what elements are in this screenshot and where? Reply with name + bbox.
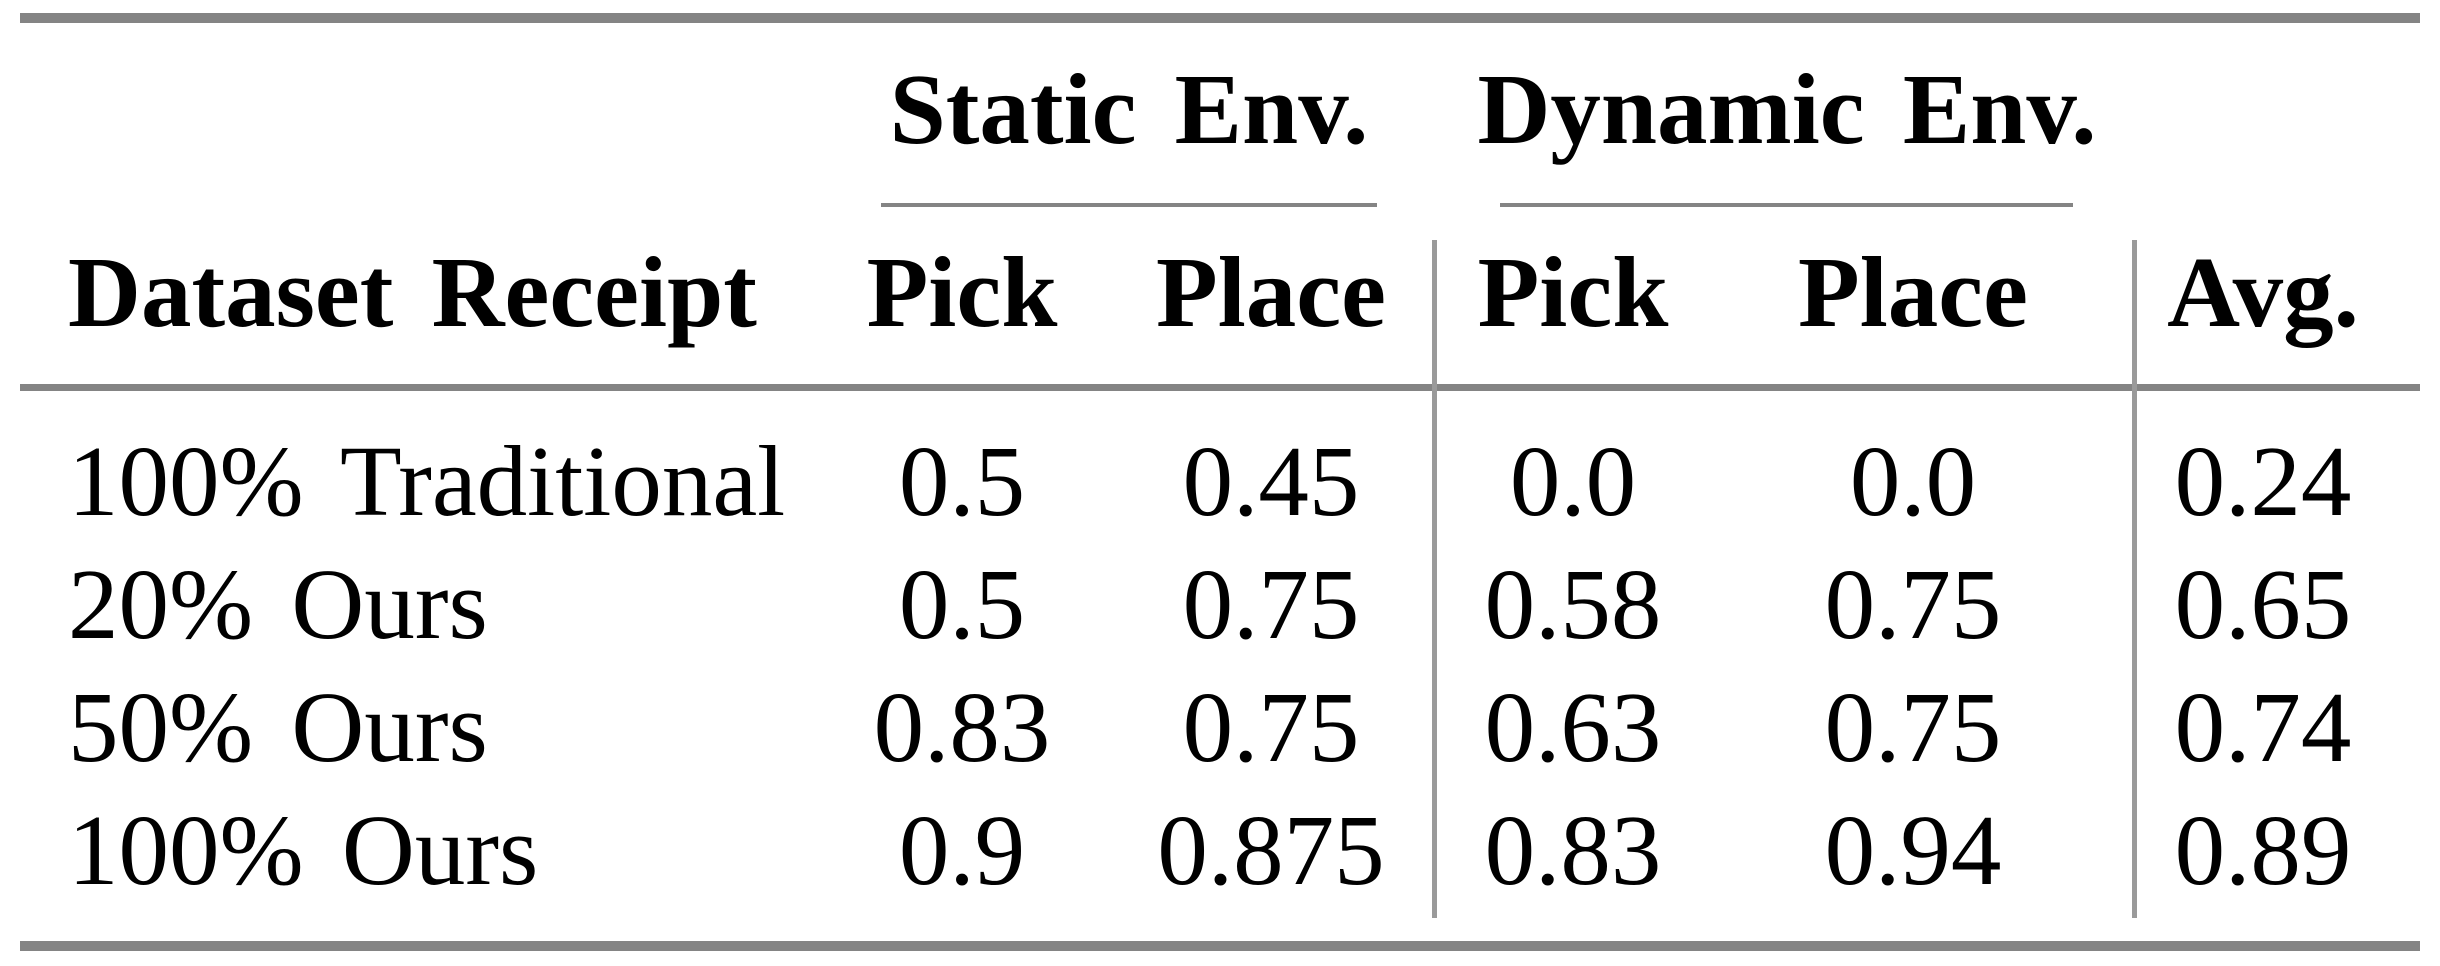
- row-label: 50% Ours: [68, 671, 488, 783]
- cell-static-pick: 0.5: [898, 548, 1026, 660]
- vertical-rule-dynamic-avg: [2132, 240, 2137, 918]
- cell-dynamic-pick: 0.58: [1484, 548, 1662, 660]
- row-label: 100% Traditional: [68, 425, 786, 537]
- cell-avg: 0.24: [2174, 425, 2352, 537]
- top-rule: [20, 13, 2420, 23]
- row-label: 100% Ours: [68, 794, 539, 906]
- mid-rule: [20, 384, 2420, 391]
- cell-static-place: 0.45: [1182, 425, 1360, 537]
- cell-dynamic-place: 0.94: [1824, 794, 2002, 906]
- cell-static-pick: 0.9: [898, 794, 1026, 906]
- cell-dynamic-place: 0.0: [1849, 425, 1977, 537]
- cmidrule-static-env: [881, 203, 1377, 207]
- cell-dynamic-pick: 0.83: [1484, 794, 1662, 906]
- row-label: 20% Ours: [68, 548, 488, 660]
- header-static-place: Place: [1156, 236, 1386, 348]
- cell-dynamic-pick: 0.0: [1509, 425, 1637, 537]
- header-dynamic-place: Place: [1798, 236, 2028, 348]
- cell-static-place: 0.875: [1157, 794, 1385, 906]
- cell-avg: 0.74: [2174, 671, 2352, 783]
- header-static-pick: Pick: [866, 236, 1058, 348]
- cell-avg: 0.65: [2174, 548, 2352, 660]
- group-header-dynamic-env: Dynamic Env.: [1477, 53, 2097, 165]
- vertical-rule-static-dynamic: [1432, 240, 1437, 918]
- cell-dynamic-place: 0.75: [1824, 671, 2002, 783]
- cell-dynamic-pick: 0.63: [1484, 671, 1662, 783]
- cell-avg: 0.89: [2174, 794, 2352, 906]
- cell-static-place: 0.75: [1182, 671, 1360, 783]
- header-dynamic-pick: Pick: [1477, 236, 1669, 348]
- cell-static-pick: 0.5: [898, 425, 1026, 537]
- cmidrule-dynamic-env: [1500, 203, 2073, 207]
- header-dataset-receipt: Dataset Receipt: [68, 236, 757, 348]
- group-header-static-env: Static Env.: [889, 53, 1369, 165]
- cell-dynamic-place: 0.75: [1824, 548, 2002, 660]
- cell-static-pick: 0.83: [873, 671, 1051, 783]
- bottom-rule: [20, 941, 2420, 951]
- cell-static-place: 0.75: [1182, 548, 1360, 660]
- header-avg: Avg.: [2167, 236, 2359, 348]
